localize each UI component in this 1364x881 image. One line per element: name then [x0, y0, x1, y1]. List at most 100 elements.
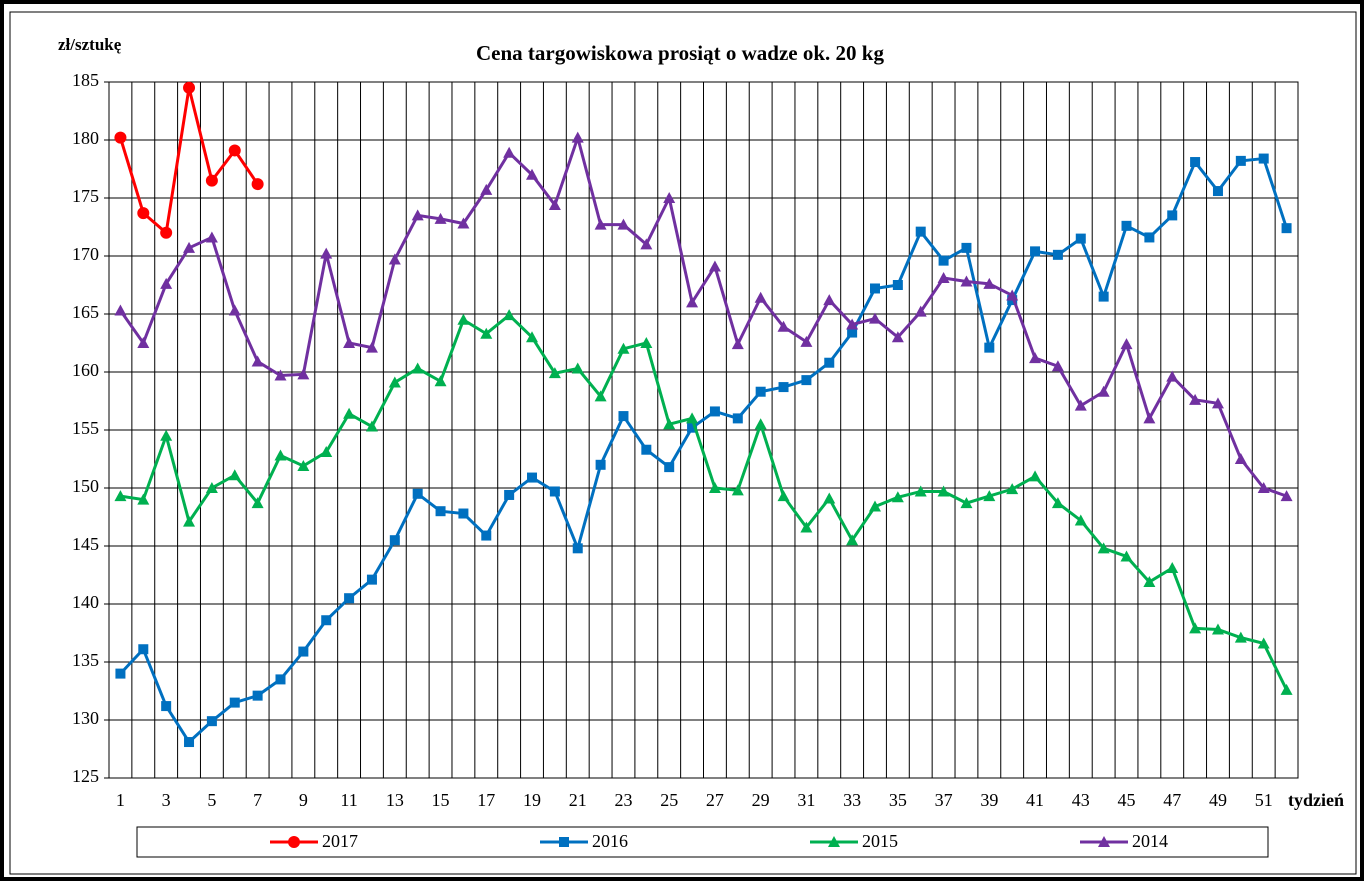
marker [983, 277, 996, 289]
x-tick-label: 15 [432, 790, 450, 810]
x-tick-label: 3 [162, 790, 171, 810]
marker [114, 490, 127, 502]
marker [297, 459, 310, 471]
y-tick-label: 160 [72, 360, 99, 380]
marker [731, 484, 744, 496]
marker [960, 497, 973, 509]
marker [1189, 393, 1202, 405]
marker [1281, 223, 1292, 234]
marker [298, 646, 309, 657]
marker [846, 318, 859, 330]
marker [984, 342, 995, 353]
marker [641, 444, 652, 455]
marker [115, 668, 126, 679]
marker [640, 238, 653, 250]
x-tick-label: 45 [1118, 790, 1136, 810]
marker [961, 242, 972, 253]
marker [548, 367, 561, 379]
marker [549, 486, 560, 497]
marker [595, 459, 606, 470]
marker [1006, 483, 1019, 495]
marker [1235, 155, 1246, 166]
marker [288, 836, 300, 848]
marker [274, 369, 287, 381]
marker [571, 362, 584, 374]
marker [1166, 370, 1179, 382]
marker [686, 412, 699, 424]
marker [1211, 397, 1224, 409]
marker [275, 674, 286, 685]
marker [1257, 637, 1270, 649]
x-tick-label: 33 [843, 790, 861, 810]
series-line [119, 132, 1288, 498]
marker [480, 183, 493, 195]
marker [388, 376, 401, 388]
marker [828, 836, 840, 847]
marker [937, 272, 950, 284]
y-tick-label: 125 [72, 766, 99, 786]
marker [548, 198, 561, 210]
series-line [119, 156, 1288, 745]
marker [686, 296, 699, 308]
marker [206, 716, 217, 727]
x-tick-label: 13 [386, 790, 404, 810]
marker [365, 420, 378, 432]
marker [868, 312, 881, 324]
marker [114, 131, 127, 144]
marker [228, 144, 241, 157]
marker [1280, 683, 1293, 695]
marker [1120, 550, 1133, 562]
marker [1029, 470, 1042, 482]
marker [617, 218, 630, 230]
series-line [120, 313, 1288, 691]
marker [205, 231, 218, 243]
marker [731, 338, 744, 350]
marker [823, 492, 836, 504]
marker [137, 207, 150, 220]
marker [708, 260, 721, 272]
marker [640, 337, 653, 348]
marker [1052, 249, 1063, 260]
marker [687, 422, 698, 433]
x-tick-label: 19 [523, 790, 541, 810]
marker [1098, 291, 1109, 302]
marker [252, 690, 263, 701]
marker [572, 543, 583, 554]
x-tick-label: 37 [935, 790, 953, 810]
y-tick-label: 175 [72, 186, 99, 206]
marker [1121, 220, 1132, 231]
marker [1144, 232, 1155, 243]
marker [914, 305, 927, 317]
marker [708, 482, 721, 493]
marker [160, 429, 173, 441]
marker [777, 320, 790, 332]
marker [754, 291, 767, 303]
marker [914, 485, 927, 497]
marker [389, 535, 400, 546]
marker [1097, 542, 1110, 554]
marker [755, 386, 766, 397]
x-tick-label: 27 [706, 790, 724, 810]
marker [160, 277, 173, 289]
marker [434, 212, 447, 224]
chart-title: Cena targowiskowa prosiąt o wadze ok. 20… [476, 41, 884, 65]
marker [823, 294, 836, 306]
x-tick-label: 11 [340, 790, 357, 810]
marker [892, 280, 903, 290]
marker [1234, 453, 1247, 464]
legend-label: 2015 [862, 831, 898, 851]
marker [801, 375, 812, 386]
legend-label: 2014 [1132, 831, 1168, 851]
marker [937, 485, 950, 497]
y-tick-label: 140 [72, 592, 99, 612]
marker [458, 508, 469, 519]
marker [365, 341, 378, 353]
marker [160, 226, 173, 239]
x-tick-label: 31 [797, 790, 815, 810]
marker [983, 490, 996, 502]
marker [663, 418, 676, 430]
marker [732, 413, 743, 424]
marker [559, 837, 569, 847]
marker [938, 255, 949, 266]
